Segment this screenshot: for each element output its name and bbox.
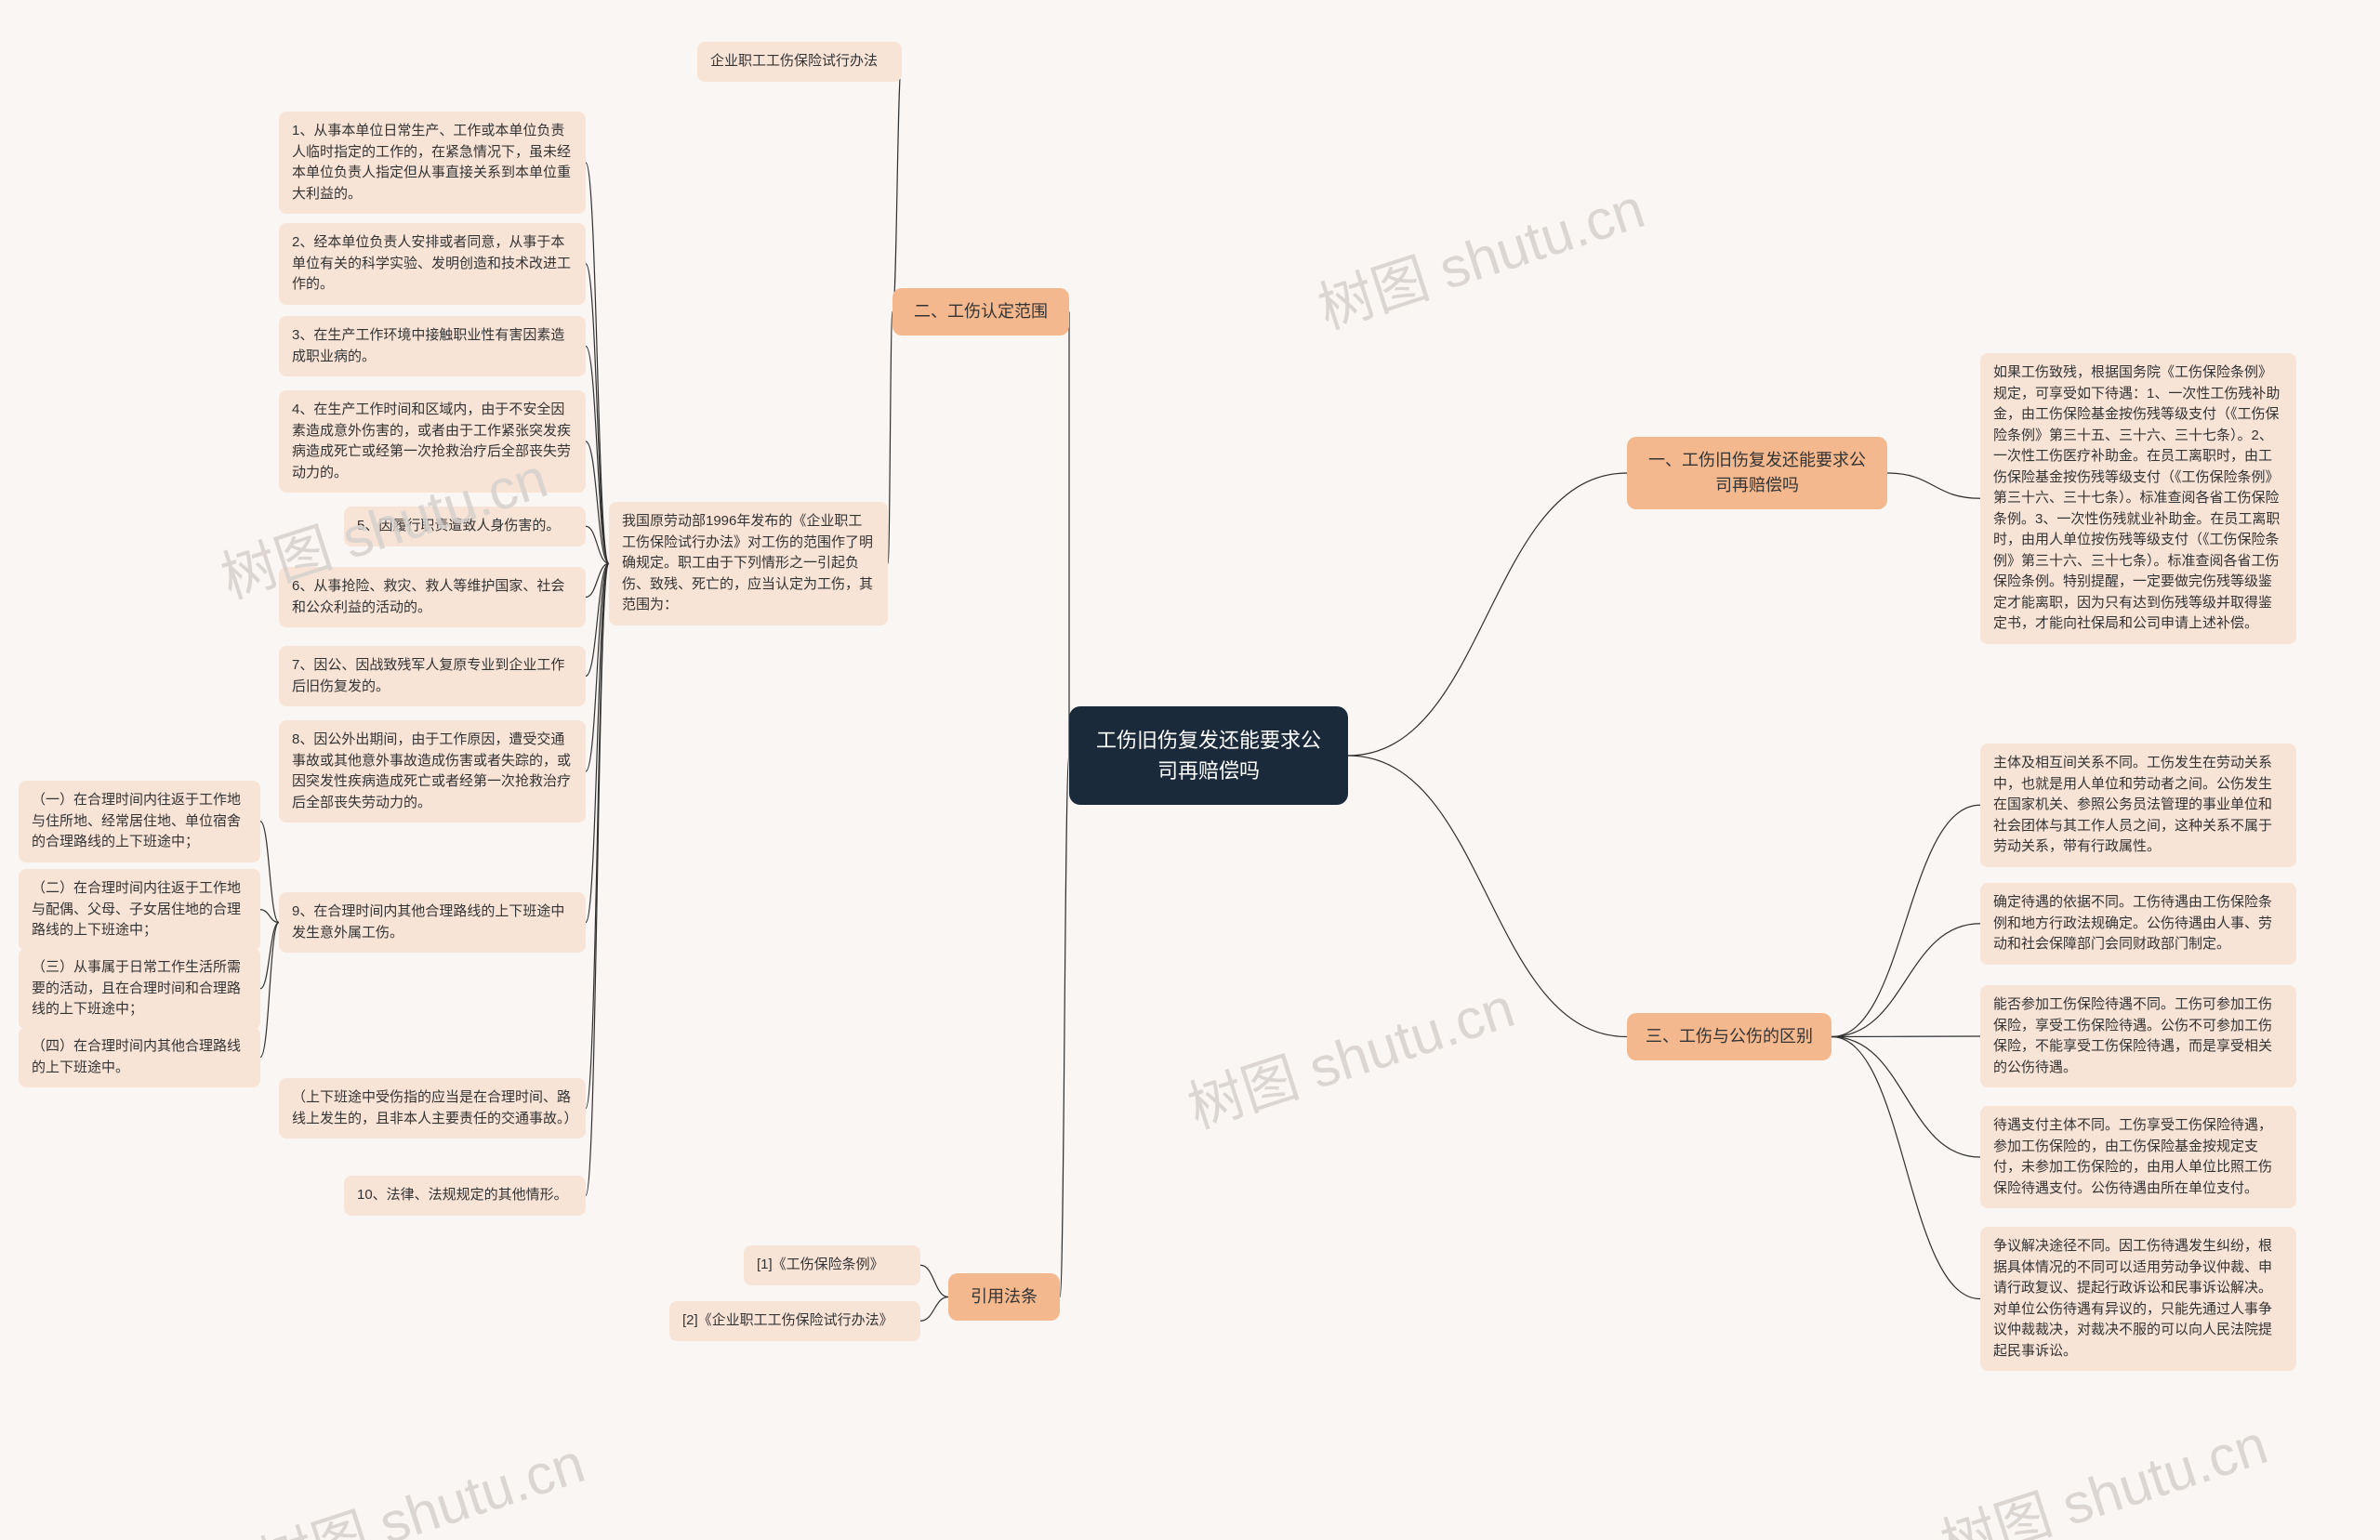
leaf-r1a-text: 如果工伤致残，根据国务院《工伤保险条例》规定，可享受如下待遇：1、一次性工伤残补… xyxy=(1993,364,2280,631)
leaf-c2-text: 2、经本单位负责人安排或者同意，从事于本单位有关的科学实验、发明创造和技术改进工… xyxy=(292,234,571,292)
leaf-l2main: 我国原劳动部1996年发布的《企业职工工伤保险试行办法》对工伤的范围作了明确规定… xyxy=(609,502,888,625)
leaf-r3d: 待遇支付主体不同。工伤享受工伤保险待遇，参加工伤保险的，由工伤保险基金按规定支付… xyxy=(1980,1106,2296,1208)
leaf-r3a-text: 主体及相互间关系不同。工伤发生在劳动关系中，也就是用人单位和劳动者之间。公伤发生… xyxy=(1993,755,2272,854)
leaf-c9note: （上下班途中受伤指的应当是在合理时间、路线上发生的，且非本人主要责任的交通事故。… xyxy=(279,1078,586,1139)
branch-r1-label: 一、工伤旧伤复发还能要求公司再赔偿吗 xyxy=(1648,451,1866,494)
leaf-c9b: （二）在合理时间内往返于工作地与配偶、父母、子女居住地的合理路线的上下班途中； xyxy=(19,869,260,951)
leaf-c5-text: 5、因履行职责遭致人身伤害的。 xyxy=(357,518,560,533)
branch-r3-label: 三、工伤与公伤的区别 xyxy=(1646,1027,1813,1046)
leaf-c9c: （三）从事属于日常工作生活所需要的活动，且在合理时间和合理路线的上下班途中； xyxy=(19,948,260,1030)
leaf-c9a: （一）在合理时间内往返于工作地与住所地、经常居住地、单位宿舍的合理路线的上下班途… xyxy=(19,781,260,862)
leaf-c4: 4、在生产工作时间和区域内，由于不安全因素造成意外伤害的，或者由于工作紧张突发疾… xyxy=(279,390,586,493)
branch-r1: 一、工伤旧伤复发还能要求公司再赔偿吗 xyxy=(1627,437,1887,509)
leaf-c7-text: 7、因公、因战致残军人复原专业到企业工作后旧伤复发的。 xyxy=(292,657,564,694)
center-node: 工伤旧伤复发还能要求公司再赔偿吗 xyxy=(1069,706,1348,805)
leaf-c6-text: 6、从事抢险、救灾、救人等维护国家、社会和公众利益的活动的。 xyxy=(292,578,564,615)
branch-l2-label: 二、工伤认定范围 xyxy=(914,302,1048,321)
leaf-r3b-text: 确定待遇的依据不同。工伤待遇由工伤保险条例和地方行政法规确定。公伤待遇由人事、劳… xyxy=(1993,894,2272,952)
leaf-c1-text: 1、从事本单位日常生产、工作或本单位负责人临时指定的工作的，在紧急情况下，虽未经… xyxy=(292,123,571,202)
watermark: 树图 shutu.cn xyxy=(246,1418,593,1540)
leaf-c9: 9、在合理时间内其他合理路线的上下班途中发生意外属工伤。 xyxy=(279,892,586,953)
leaf-l2top: 企业职工工伤保险试行办法 xyxy=(697,42,902,82)
leaf-r3d-text: 待遇支付主体不同。工伤享受工伤保险待遇，参加工伤保险的，由工伤保险基金按规定支付… xyxy=(1993,1117,2272,1196)
leaf-c3-text: 3、在生产工作环境中接触职业性有害因素造成职业病的。 xyxy=(292,327,564,364)
branch-l2: 二、工伤认定范围 xyxy=(892,288,1069,336)
leaf-r3c-text: 能否参加工伤保险待遇不同。工伤可参加工伤保险，享受工伤保险待遇。公伤不可参加工伤… xyxy=(1993,996,2272,1075)
watermark: 树图 shutu.cn xyxy=(1176,963,1523,1144)
branch-l4: 引用法条 xyxy=(948,1273,1060,1321)
leaf-c4-text: 4、在生产工作时间和区域内，由于不安全因素造成意外伤害的，或者由于工作紧张突发疾… xyxy=(292,401,571,480)
leaf-c6: 6、从事抢险、救灾、救人等维护国家、社会和公众利益的活动的。 xyxy=(279,567,586,627)
center-label: 工伤旧伤复发还能要求公司再赔偿吗 xyxy=(1096,729,1321,783)
leaf-c7: 7、因公、因战致残军人复原专业到企业工作后旧伤复发的。 xyxy=(279,646,586,706)
leaf-r1a: 如果工伤致残，根据国务院《工伤保险条例》规定，可享受如下待遇：1、一次性工伤残补… xyxy=(1980,353,2296,644)
leaf-c10: 10、法律、法规规定的其他情形。 xyxy=(344,1176,586,1216)
leaf-c9a-text: （一）在合理时间内往返于工作地与住所地、经常居住地、单位宿舍的合理路线的上下班途… xyxy=(32,792,241,849)
leaf-c9c-text: （三）从事属于日常工作生活所需要的活动，且在合理时间和合理路线的上下班途中； xyxy=(32,959,241,1017)
leaf-l2top-text: 企业职工工伤保险试行办法 xyxy=(710,53,878,69)
leaf-r3e-text: 争议解决途径不同。因工伤待遇发生纠纷，根据具体情况的不同可以适用劳动争议仲裁、申… xyxy=(1993,1238,2272,1359)
branch-l4-label: 引用法条 xyxy=(971,1287,1038,1306)
leaf-r3e: 争议解决途径不同。因工伤待遇发生纠纷，根据具体情况的不同可以适用劳动争议仲裁、申… xyxy=(1980,1227,2296,1371)
leaf-c1: 1、从事本单位日常生产、工作或本单位负责人临时指定的工作的，在紧急情况下，虽未经… xyxy=(279,112,586,214)
leaf-l4a-text: [1]《工伤保险条例》 xyxy=(757,1257,884,1272)
leaf-l4b-text: [2]《企业职工工伤保险试行办法》 xyxy=(682,1312,893,1328)
branch-r3: 三、工伤与公伤的区别 xyxy=(1627,1013,1831,1060)
leaf-c10-text: 10、法律、法规规定的其他情形。 xyxy=(357,1187,568,1203)
leaf-c9b-text: （二）在合理时间内往返于工作地与配偶、父母、子女居住地的合理路线的上下班途中； xyxy=(32,880,241,938)
watermark: 树图 shutu.cn xyxy=(1306,164,1653,345)
leaf-c2: 2、经本单位负责人安排或者同意，从事于本单位有关的科学实验、发明创造和技术改进工… xyxy=(279,223,586,305)
leaf-c9note-text: （上下班途中受伤指的应当是在合理时间、路线上发生的，且非本人主要责任的交通事故。… xyxy=(292,1089,578,1126)
leaf-c9d-text: （四）在合理时间内其他合理路线的上下班途中。 xyxy=(32,1038,241,1075)
leaf-l2main-text: 我国原劳动部1996年发布的《企业职工工伤保险试行办法》对工伤的范围作了明确规定… xyxy=(622,513,873,612)
leaf-l4b: [2]《企业职工工伤保险试行办法》 xyxy=(669,1301,920,1341)
leaf-r3b: 确定待遇的依据不同。工伤待遇由工伤保险条例和地方行政法规确定。公伤待遇由人事、劳… xyxy=(1980,883,2296,965)
leaf-c3: 3、在生产工作环境中接触职业性有害因素造成职业病的。 xyxy=(279,316,586,376)
leaf-l4a: [1]《工伤保险条例》 xyxy=(744,1245,920,1285)
leaf-c8: 8、因公外出期间，由于工作原因，遭受交通事故或其他意外事故造成伤害或者失踪的，或… xyxy=(279,720,586,823)
leaf-c5: 5、因履行职责遭致人身伤害的。 xyxy=(344,507,586,546)
watermark: 树图 shutu.cn xyxy=(1929,1400,2276,1540)
leaf-c8-text: 8、因公外出期间，由于工作原因，遭受交通事故或其他意外事故造成伤害或者失踪的，或… xyxy=(292,731,571,810)
leaf-c9-text: 9、在合理时间内其他合理路线的上下班途中发生意外属工伤。 xyxy=(292,903,564,941)
leaf-c9d: （四）在合理时间内其他合理路线的上下班途中。 xyxy=(19,1027,260,1087)
leaf-r3c: 能否参加工伤保险待遇不同。工伤可参加工伤保险，享受工伤保险待遇。公伤不可参加工伤… xyxy=(1980,985,2296,1087)
leaf-r3a: 主体及相互间关系不同。工伤发生在劳动关系中，也就是用人单位和劳动者之间。公伤发生… xyxy=(1980,744,2296,867)
